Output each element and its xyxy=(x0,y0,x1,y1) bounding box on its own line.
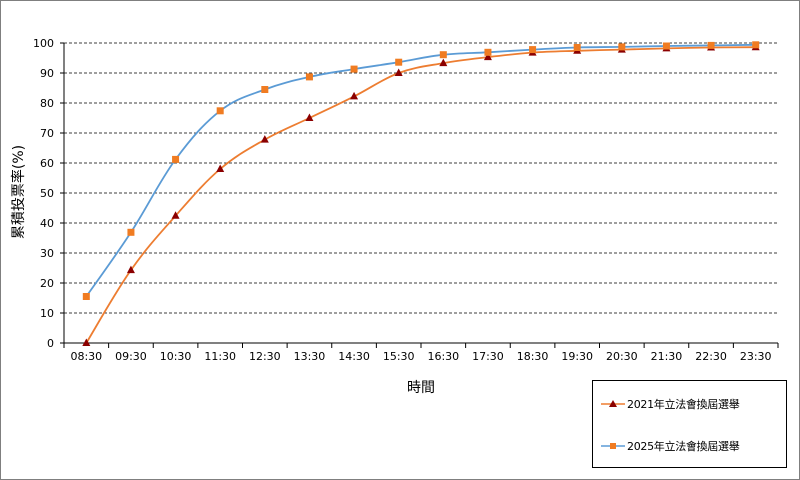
data-point-triangle xyxy=(439,58,448,67)
x-tick-label: 10:30 xyxy=(160,350,192,363)
data-point-square xyxy=(618,43,626,51)
data-point-square xyxy=(172,155,180,163)
x-axis-label: 時間 xyxy=(407,380,435,396)
data-point-triangle xyxy=(126,265,135,274)
x-tick-label: 17:30 xyxy=(472,350,504,363)
data-point-triangle xyxy=(394,68,403,76)
y-tick-label: 90 xyxy=(40,67,54,80)
data-point-square xyxy=(305,73,313,81)
x-tick-label: 08:30 xyxy=(70,350,102,363)
x-tick-label: 15:30 xyxy=(383,350,415,363)
x-tick-label: 23:30 xyxy=(740,350,772,363)
data-point-square xyxy=(261,86,269,93)
x-tick-label: 21:30 xyxy=(651,350,683,363)
series-markers xyxy=(82,41,760,346)
data-point-square xyxy=(350,65,358,73)
legend-swatch-2025 xyxy=(601,443,625,449)
data-point-square xyxy=(484,48,492,56)
data-point-square xyxy=(573,44,581,51)
x-tick-label: 18:30 xyxy=(517,350,549,363)
x-tick-label: 22:30 xyxy=(695,350,727,363)
data-point-triangle xyxy=(216,164,225,172)
series-lines xyxy=(85,43,756,344)
data-point-square xyxy=(662,42,670,50)
data-point-square xyxy=(752,41,760,49)
data-point-square xyxy=(82,293,90,300)
data-point-triangle xyxy=(82,338,91,346)
data-point-square xyxy=(439,51,447,59)
x-tick-label: 13:30 xyxy=(294,350,326,363)
y-tick-label: 50 xyxy=(40,187,54,200)
data-point-square xyxy=(707,41,715,49)
legend-item-2021: 2021年立法會換屆選舉 xyxy=(601,396,740,412)
data-point-square xyxy=(216,107,224,115)
series-line-0 xyxy=(85,46,756,344)
data-point-square xyxy=(395,58,403,66)
y-tick-label: 0 xyxy=(47,337,54,350)
data-point-triangle xyxy=(483,52,492,61)
axes xyxy=(60,42,779,348)
legend: 2021年立法會換屆選舉 2025年立法會換屆選舉 xyxy=(592,380,787,468)
y-tick-label: 20 xyxy=(40,277,54,290)
y-tick-label: 10 xyxy=(40,307,54,320)
x-tick-label: 19:30 xyxy=(561,350,593,363)
y-tick-label: 70 xyxy=(40,127,54,140)
legend-item-2025: 2025年立法會換屆選舉 xyxy=(601,438,740,454)
data-point-triangle xyxy=(260,135,269,143)
data-point-triangle xyxy=(171,211,180,219)
x-tick-label: 11:30 xyxy=(204,350,236,363)
y-tick-label: 100 xyxy=(33,37,54,50)
y-tick-labels: 0 10 20 30 40 50 60 70 80 90 100 xyxy=(33,37,54,350)
y-tick-label: 80 xyxy=(40,97,54,110)
x-tick-label: 16:30 xyxy=(427,350,459,363)
legend-label-2025: 2025年立法會換屆選舉 xyxy=(627,440,740,453)
y-axis-label: 累積投票率(%) xyxy=(10,145,27,239)
y-tick-label: 30 xyxy=(40,247,54,260)
x-tick-label: 12:30 xyxy=(249,350,281,363)
series-line-1 xyxy=(85,43,756,298)
data-point-triangle xyxy=(305,113,314,121)
grid-lines xyxy=(64,42,778,314)
legend-swatch-2021 xyxy=(601,400,625,407)
x-tick-label: 20:30 xyxy=(606,350,638,363)
data-point-square xyxy=(529,46,537,54)
x-tick-labels: 08:30 09:30 10:30 11:30 12:30 13:30 14:30 15:30… xyxy=(70,350,771,363)
y-tick-label: 40 xyxy=(40,217,54,230)
x-tick-label: 09:30 xyxy=(115,350,147,363)
data-point-triangle xyxy=(350,91,359,100)
data-point-square xyxy=(127,228,135,236)
legend-label-2021: 2021年立法會換屆選舉 xyxy=(627,398,740,411)
y-tick-label: 60 xyxy=(40,157,54,170)
x-tick-label: 14:30 xyxy=(338,350,370,363)
